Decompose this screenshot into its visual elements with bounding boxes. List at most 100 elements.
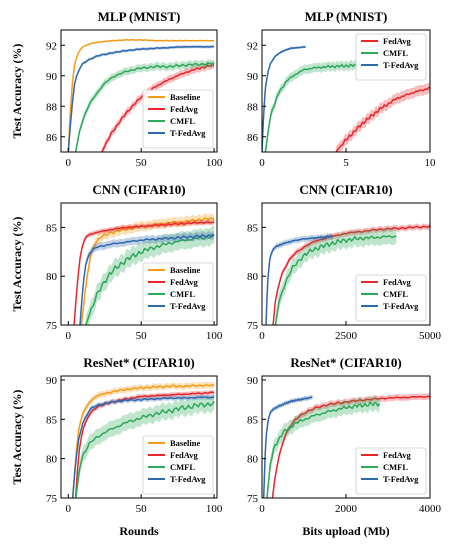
y-tick-label: 75: [46, 493, 58, 505]
series-band-fedavg: [335, 81, 430, 152]
legend-entry: T-FedAvg: [383, 474, 419, 484]
series-band-cmfl: [75, 59, 215, 152]
x-axis-label: Bits upload (Mb): [302, 524, 389, 538]
y-tick-label: 88: [247, 101, 259, 113]
y-tick-label: 86: [247, 132, 259, 144]
legend: FedAvg CMFL T-FedAvg: [355, 33, 427, 81]
y-tick-label: 90: [46, 375, 58, 387]
y-tick-label: 90: [46, 71, 58, 83]
y-tick-label: 90: [247, 375, 259, 387]
x-tick-label: 0: [259, 157, 265, 169]
legend-entry: CMFL: [170, 289, 195, 299]
y-tick-label: 92: [46, 40, 57, 52]
panel-6: ResNet* (CIFAR10) Bits upload (Mb) 0 2000 40…: [247, 355, 442, 538]
legend-entry: T-FedAvg: [170, 301, 206, 311]
legend-entry: CMFL: [170, 462, 195, 472]
series-line-t-fedavg: [79, 233, 215, 325]
panel-4: CNN (CIFAR10) 0 2500 5000 75 80 85 FedAvg CMFL T-…: [247, 182, 442, 342]
y-tick-label: 75: [46, 320, 58, 332]
series-line-cmfl: [274, 235, 397, 325]
plot-area: [262, 45, 430, 152]
legend-entry: FedAvg: [170, 104, 198, 114]
panel-title: MLP (MNIST): [305, 9, 388, 24]
series-band-cmfl: [267, 395, 380, 498]
legend-entry: FedAvg: [383, 450, 411, 460]
series-line-t-fedavg: [71, 396, 215, 498]
x-tick-label: 50: [136, 330, 148, 342]
y-tick-label: 80: [46, 454, 58, 466]
series-line-baseline: [67, 38, 215, 152]
axes-frame: [60, 375, 218, 499]
x-tick-label: 100: [206, 157, 223, 169]
y-tick-label: 80: [247, 454, 259, 466]
y-tick-label: 85: [247, 414, 259, 426]
legend-entry: T-FedAvg: [170, 128, 206, 138]
panel-title: ResNet* (CIFAR10): [290, 355, 401, 370]
legend-entry: CMFL: [383, 289, 408, 299]
series-line-t-fedavg: [265, 234, 333, 325]
legend-entry: FedAvg: [170, 277, 198, 287]
series-line-fedavg: [74, 391, 215, 498]
x-tick-label: 100: [206, 330, 223, 342]
legend-entry: Baseline: [170, 265, 200, 275]
plot-area: [73, 213, 215, 325]
series-band-fedavg: [101, 60, 215, 152]
panel-2: MLP (MNIST) 0 5 10 86 88 90 92 FedAvg CMFL T-FedAv…: [247, 9, 436, 169]
x-tick-label: 2500: [335, 330, 358, 342]
axes-frame: [60, 202, 218, 326]
y-tick-label: 75: [247, 320, 259, 332]
y-tick-label: 80: [46, 271, 58, 283]
y-axis-label: Test Accuracy (%): [10, 217, 24, 312]
series-line-fedavg: [271, 395, 430, 498]
legend: FedAvg CMFL T-FedAvg: [355, 274, 427, 322]
x-tick-label: 0: [259, 330, 265, 342]
x-tick-label: 0: [66, 157, 72, 169]
panel-1: MLP (MNIST) Test Accuracy (%) 0 50 100 86 88 90…: [10, 9, 223, 169]
x-tick-label: 0: [66, 503, 72, 515]
y-tick-label: 86: [46, 132, 58, 144]
panel-5: ResNet* (CIFAR10) Test Accuracy (%) Rounds…: [10, 355, 223, 538]
y-tick-label: 75: [247, 493, 259, 505]
legend: Baseline FedAvg CMFL T-FedAvg: [142, 89, 214, 149]
y-axis-label: Test Accuracy (%): [10, 44, 24, 139]
legend: Baseline FedAvg CMFL T-FedAvg: [142, 262, 214, 322]
x-tick-label: 0: [259, 503, 265, 515]
y-axis-label: Test Accuracy (%): [10, 390, 24, 485]
legend-entry: T-FedAvg: [383, 60, 419, 70]
series-line-cmfl: [74, 400, 215, 498]
series-line-t-fedavg: [262, 396, 313, 498]
legend-entry: CMFL: [383, 462, 408, 472]
x-tick-label: 4000: [419, 503, 442, 515]
legend-entry: FedAvg: [383, 277, 411, 287]
y-tick-label: 80: [247, 271, 259, 283]
x-tick-label: 0: [66, 330, 72, 342]
legend-entry: CMFL: [170, 116, 195, 126]
y-tick-label: 85: [247, 222, 259, 234]
legend-entry: CMFL: [383, 48, 408, 58]
series-band-cmfl: [265, 59, 363, 152]
panel-title: CNN (CIFAR10): [299, 182, 392, 197]
plot-area: [265, 223, 430, 325]
y-tick-label: 90: [247, 71, 259, 83]
panel-title: MLP (MNIST): [98, 9, 181, 24]
legend-box: [355, 33, 427, 81]
x-tick-label: 5000: [419, 330, 442, 342]
legend: FedAvg CMFL T-FedAvg: [355, 447, 427, 495]
legend-entry: Baseline: [170, 438, 200, 448]
series-line-cmfl: [264, 63, 364, 152]
series-line-fedavg: [73, 221, 215, 325]
legend-entry: FedAvg: [170, 450, 198, 460]
series-band-cmfl: [275, 228, 397, 325]
x-tick-label: 10: [425, 157, 437, 169]
x-tick-label: 50: [136, 503, 148, 515]
plot-area: [262, 393, 430, 498]
x-axis-label: Rounds: [119, 524, 159, 538]
legend-entry: FedAvg: [383, 36, 411, 46]
series-line-cmfl: [266, 401, 381, 498]
x-tick-label: 100: [206, 503, 223, 515]
y-tick-label: 85: [46, 222, 58, 234]
series-band-baseline: [81, 213, 215, 325]
x-tick-label: 2000: [335, 503, 358, 515]
x-tick-label: 5: [343, 157, 349, 169]
